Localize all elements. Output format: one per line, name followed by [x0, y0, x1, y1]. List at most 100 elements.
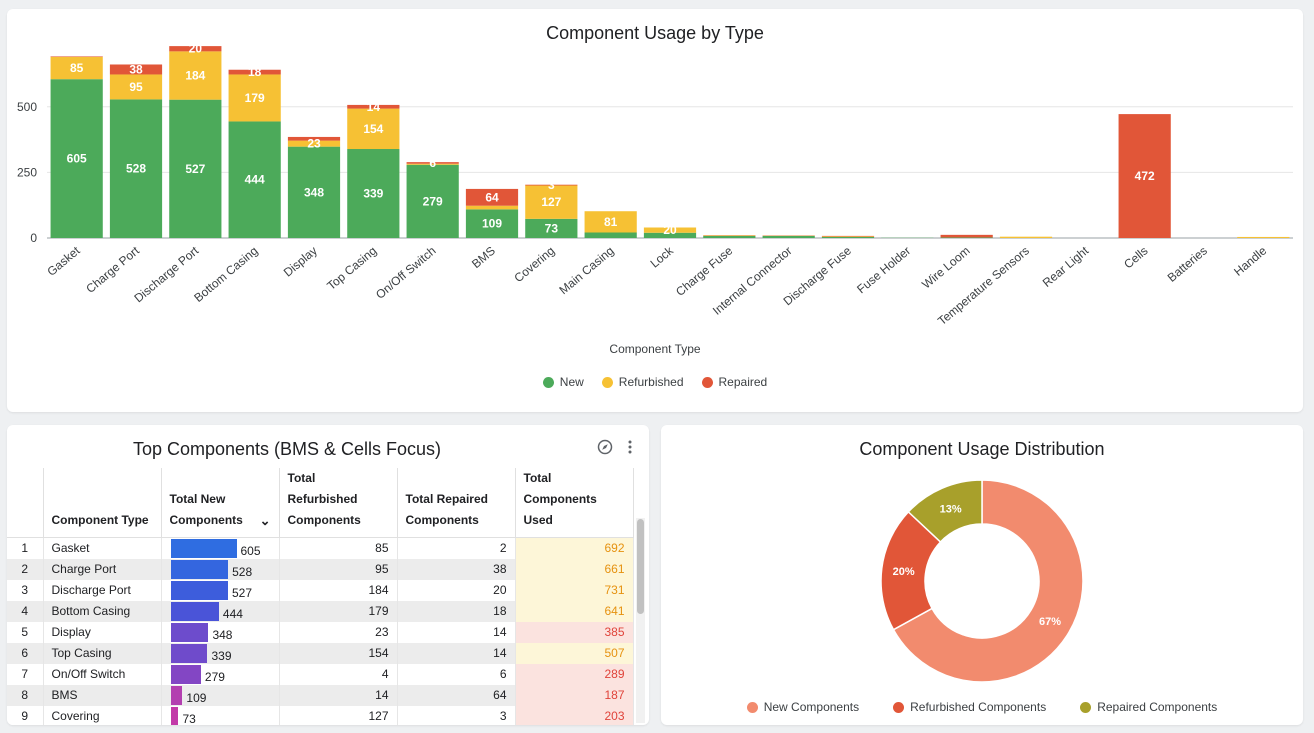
bar-group-15 — [940, 234, 993, 238]
cell-new-value: 109 — [186, 691, 207, 705]
cell-total-repaired: 2 — [397, 537, 516, 559]
sort-desc-icon[interactable]: ⌄ — [259, 513, 271, 528]
data-label-4: 38 — [129, 62, 143, 76]
donut-legend-dot-repaired — [1080, 701, 1092, 713]
legend-item-new[interactable]: New — [542, 375, 584, 389]
table-row[interactable]: 5 Display 348 23 14 385 — [7, 621, 634, 643]
bar-new-5 — [347, 149, 400, 238]
x-tick-label-20: Handle — [1231, 243, 1269, 278]
table-row[interactable]: 6 Top Casing 339 154 14 507 — [7, 642, 634, 664]
header-total-repaired[interactable]: Total Repaired Components — [397, 468, 516, 538]
cell-total-repaired: 14 — [397, 642, 516, 664]
cell-total-used: 641 — [515, 600, 634, 622]
cell-new-bar — [170, 559, 229, 579]
header-total-new[interactable]: Total New Components ⌄ — [161, 468, 280, 538]
donut-legend-label-repaired: Repaired Components — [1097, 700, 1218, 714]
cell-total-refurbished: 23 — [279, 621, 398, 643]
bar-repaired-18 — [1118, 114, 1171, 238]
bar-refurbished-8 — [525, 185, 578, 219]
x-tick-label-14: Fuse Holder — [854, 244, 913, 297]
more-vert-icon[interactable] — [627, 439, 633, 459]
cell-total-repaired: 3 — [397, 705, 516, 725]
cell-total-refurbished: 127 — [279, 705, 398, 725]
table-row[interactable]: 8 BMS 109 14 64 187 — [7, 684, 634, 706]
cell-total-refurbished: 85 — [279, 537, 398, 559]
donut-title: Component Usage Distribution — [859, 439, 1105, 459]
data-label-0: 605 — [67, 152, 87, 166]
data-label-17: 6 — [429, 156, 436, 170]
row-index: 6 — [7, 642, 44, 664]
bar-new-8 — [525, 218, 578, 238]
x-tick-label-8: Covering — [511, 244, 557, 286]
header-total-refurbished[interactable]: Total Refurbished Components — [279, 468, 398, 538]
cell-total-new: 339 — [161, 642, 280, 664]
bar-group-10 — [643, 227, 697, 238]
row-index: 1 — [7, 537, 44, 559]
table-row[interactable]: 4 Bottom Casing 444 179 18 641 — [7, 600, 634, 622]
cell-component-type: Discharge Port — [43, 579, 162, 601]
donut-legend-repaired[interactable]: Repaired Components — [1080, 700, 1217, 714]
bar-refurbished-7 — [465, 205, 519, 210]
cell-total-used: 187 — [515, 684, 634, 706]
bar-new-4 — [287, 146, 341, 238]
cell-new-value: 527 — [231, 586, 253, 600]
table-scrollbar[interactable] — [636, 518, 645, 723]
bar-group-1 — [109, 64, 163, 239]
legend-label-new: New — [559, 375, 584, 389]
cell-total-new: 109 — [161, 684, 280, 706]
donut-slice-label-0: 67% — [1039, 616, 1061, 628]
table-row[interactable]: 2 Charge Port 528 95 38 661 — [7, 558, 634, 580]
cell-total-repaired: 6 — [397, 663, 516, 685]
x-tick-label-7: BMS — [469, 244, 498, 271]
bar-new-0 — [50, 79, 103, 238]
data-label-3: 95 — [129, 80, 143, 94]
row-index: 5 — [7, 621, 44, 643]
data-label-7: 20 — [189, 42, 203, 56]
bar-refurbished-16 — [999, 236, 1053, 238]
data-label-11: 348 — [304, 185, 324, 199]
bar-refurbished-2 — [169, 51, 222, 100]
x-tick-label-5: Top Casing — [324, 244, 379, 293]
header-total-used[interactable]: Total Components Used — [515, 468, 634, 538]
cell-component-type: Charge Port — [43, 558, 162, 580]
cell-new-value: 73 — [182, 712, 196, 725]
x-tick-label-11: Charge Fuse — [673, 243, 735, 299]
y-tick-label-0: 0 — [30, 231, 37, 245]
header-component-type[interactable]: Component Type — [43, 468, 162, 538]
bar-group-11 — [703, 235, 756, 238]
data-label-6: 184 — [185, 69, 205, 83]
bar-repaired-0 — [50, 56, 103, 57]
data-label-20: 73 — [545, 221, 559, 235]
table-row[interactable]: 1 Gasket 605 85 2 692 — [7, 537, 634, 559]
cell-total-new: 527 — [161, 579, 280, 601]
table-row[interactable]: 3 Discharge Port 527 184 20 731 — [7, 579, 634, 601]
donut-slice-label-1: 20% — [893, 566, 915, 578]
bar-group-3 — [228, 69, 281, 238]
explore-icon[interactable] — [597, 439, 613, 459]
table-row[interactable]: 7 On/Off Switch 279 4 6 289 — [7, 663, 634, 685]
legend-item-refurbished[interactable]: Refurbished — [601, 375, 684, 389]
cell-new-bar — [170, 685, 183, 705]
donut-chart-svg: 67% 20% 13% — [880, 479, 1084, 683]
bar-new-10 — [643, 232, 697, 238]
cell-new-value: 605 — [240, 544, 261, 559]
donut-legend-new[interactable]: New Components — [746, 700, 859, 714]
bar-repaired-4 — [287, 136, 341, 141]
table-row[interactable]: 9 Covering 73 127 3 203 — [7, 705, 634, 725]
x-tick-label-1: Charge Port — [83, 243, 142, 296]
data-label-23: 81 — [604, 215, 618, 229]
cell-new-bar — [170, 664, 201, 684]
bar-repaired-7 — [465, 188, 519, 206]
table-header-row: Component Type Total New Components ⌄ To… — [7, 468, 634, 538]
cell-total-refurbished: 4 — [279, 663, 398, 685]
row-index: 4 — [7, 600, 44, 622]
table-scrollbar-thumb[interactable] — [637, 519, 644, 614]
bar-new-15 — [940, 237, 993, 238]
legend-item-repaired[interactable]: Repaired — [701, 375, 767, 389]
donut-legend-refurbished[interactable]: Refurbished Components — [893, 700, 1046, 714]
cell-total-repaired: 18 — [397, 600, 516, 622]
y-tick-label-2: 500 — [17, 100, 37, 114]
bar-repaired-15 — [940, 234, 993, 238]
cell-total-refurbished: 14 — [279, 684, 398, 706]
